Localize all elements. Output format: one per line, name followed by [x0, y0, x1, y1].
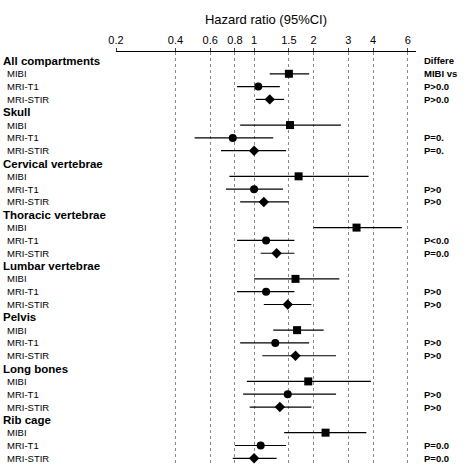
svg-text:MIBI: MIBI: [7, 427, 27, 438]
svg-text:P=0.0: P=0.0: [424, 248, 449, 259]
svg-text:P>0: P>0: [424, 402, 441, 413]
svg-text:MRI-STIR: MRI-STIR: [7, 402, 49, 413]
svg-text:Hazard ratio (95%CI): Hazard ratio (95%CI): [205, 12, 327, 27]
svg-text:MRI-T1: MRI-T1: [7, 81, 39, 92]
svg-text:P<0.0: P<0.0: [424, 235, 449, 246]
svg-text:Rib cage: Rib cage: [3, 414, 51, 426]
svg-text:MRI-T1: MRI-T1: [7, 132, 39, 143]
svg-text:Pelvis: Pelvis: [3, 311, 36, 323]
svg-text:MRI-STIR: MRI-STIR: [7, 453, 49, 464]
svg-text:P=0.: P=0.: [424, 132, 444, 143]
svg-text:0.8: 0.8: [227, 34, 242, 46]
svg-text:MRI-T1: MRI-T1: [7, 440, 39, 451]
svg-text:Cervical vertebrae: Cervical vertebrae: [3, 158, 103, 170]
svg-text:MRI-STIR: MRI-STIR: [7, 248, 49, 259]
svg-text:P>0: P>0: [424, 389, 441, 400]
svg-text:MRI-T1: MRI-T1: [7, 389, 39, 400]
svg-text:MRI-STIR: MRI-STIR: [7, 94, 49, 105]
svg-text:1.5: 1.5: [281, 34, 296, 46]
svg-text:Lumbar vertebrae: Lumbar vertebrae: [3, 260, 100, 272]
svg-text:1: 1: [251, 34, 257, 46]
svg-text:P>0: P>0: [424, 286, 441, 297]
svg-text:P=0.0: P=0.0: [424, 453, 449, 464]
svg-text:MIBI: MIBI: [7, 273, 27, 284]
svg-text:6: 6: [405, 34, 411, 46]
svg-text:0.4: 0.4: [168, 34, 183, 46]
svg-text:P=0.0: P=0.0: [424, 440, 449, 451]
svg-text:P>0: P>0: [424, 184, 441, 195]
svg-text:MRI-T1: MRI-T1: [7, 286, 39, 297]
svg-text:Differe: Differe: [424, 55, 454, 66]
svg-text:P>0: P>0: [424, 299, 441, 310]
svg-text:MIBI: MIBI: [7, 325, 27, 336]
svg-text:Skull: Skull: [3, 106, 30, 118]
svg-text:P>0.0: P>0.0: [424, 81, 449, 92]
svg-text:MRI-STIR: MRI-STIR: [7, 196, 49, 207]
svg-text:0.6: 0.6: [203, 34, 218, 46]
svg-text:MRI-T1: MRI-T1: [7, 337, 39, 348]
svg-text:Thoracic vertebrae: Thoracic vertebrae: [3, 209, 106, 221]
svg-text:MRI-STIR: MRI-STIR: [7, 299, 49, 310]
svg-text:MRI-T1: MRI-T1: [7, 235, 39, 246]
svg-text:P>0: P>0: [424, 350, 441, 361]
svg-text:MRI-T1: MRI-T1: [7, 184, 39, 195]
svg-text:Long bones: Long bones: [3, 363, 68, 375]
svg-text:MIBI: MIBI: [7, 68, 27, 79]
svg-text:MRI-STIR: MRI-STIR: [7, 350, 49, 361]
svg-text:4: 4: [370, 34, 376, 46]
svg-text:3: 3: [345, 34, 351, 46]
svg-text:All compartments: All compartments: [3, 55, 100, 67]
svg-text:MIBI: MIBI: [7, 120, 27, 131]
svg-text:MIBI: MIBI: [7, 171, 27, 182]
svg-text:MIBI vs: MIBI vs: [424, 68, 457, 79]
svg-text:MIBI: MIBI: [7, 222, 27, 233]
svg-text:P>0.0: P>0.0: [424, 94, 449, 105]
svg-text:MIBI: MIBI: [7, 376, 27, 387]
svg-text:P>0: P>0: [424, 196, 441, 207]
svg-text:0.2: 0.2: [108, 34, 123, 46]
svg-text:MRI-STIR: MRI-STIR: [7, 145, 49, 156]
svg-text:P=0.: P=0.: [424, 145, 444, 156]
svg-text:2: 2: [310, 34, 316, 46]
svg-text:P>0: P>0: [424, 337, 441, 348]
